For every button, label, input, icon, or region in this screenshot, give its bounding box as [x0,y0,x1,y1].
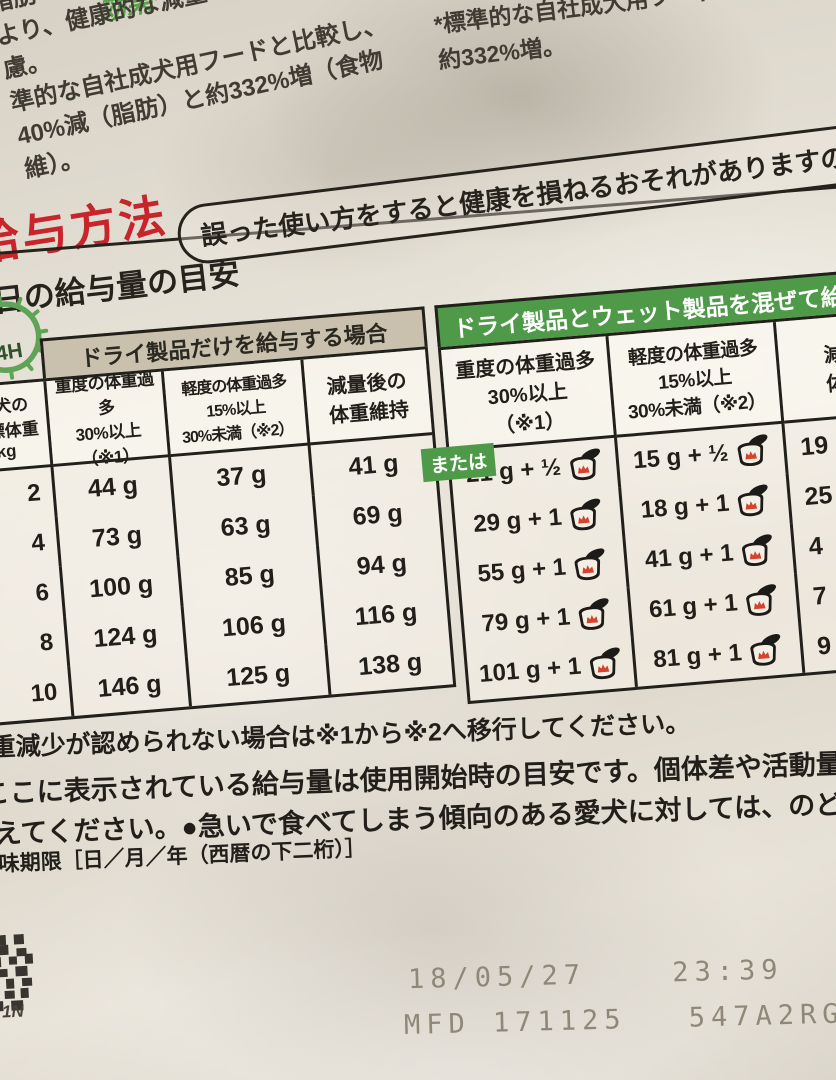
maintenance-amount-cell: 138 g [357,647,424,681]
target-weight-cell: 10 [0,666,75,724]
feeding-tables: ドライ製品だけを給与する場合 成犬の 目標体重 kg 重度の体重過多 30%以上… [0,262,836,745]
mix-amount: 101 g + 1 [478,652,583,688]
target-weight-cell: 8 [0,616,71,674]
wet-food-can-icon [736,432,771,468]
print-code-line2: MFD 171125 547A2RGV [404,998,836,1041]
maintenance-header: 減量後の 体重維持 [775,307,836,424]
wet-food-can-icon [577,595,613,631]
corner-code: 1N [1,1001,25,1022]
print-date: 18/05/27 [407,959,587,996]
severe-amount-cell: 146 g [70,656,192,717]
clock-24h-icon: 24H [0,283,92,392]
severe-overweight-header: 重度の体重過多 30%以上 （※1） [46,369,172,469]
wet-food-can-icon [569,496,605,532]
mix-amount: 55 g + 1 [476,553,568,588]
mix-amount: 81 g + 1 [652,639,743,674]
target-weight-cell: 4 [0,516,62,574]
warning-bubble: 誤った使い方をすると健康を損ねるおそれがありますの [174,113,836,267]
top-right-note: *標準的な自社成犬用フードと比較 約332%増。 [432,0,792,79]
mix-amount: 29 g + 1 [472,503,563,538]
data-matrix-code-icon [0,932,68,1029]
wet-food-can-icon [741,531,776,567]
mixed-feeding-table: ドライ製品とウェット製品を混ぜて給与 重度の体重過多 30%以上 （※1） 軽度… [434,262,836,705]
or-badge: または [420,442,497,483]
mild-overweight-header: 軽度の体重過多 15%以上 30%未満（※2） [608,321,785,438]
mfd-code: MFD 171125 [403,1004,627,1042]
wet-food-can-icon [588,645,624,681]
top-left-note: 脂肪（10%）と高食物 より、健康的な減量とリバウンド 慮。 準的な自社成犬用フ… [0,0,404,188]
dry-feeding-table: ドライ製品だけを給与する場合 成犬の 目標体重 kg 重度の体重過多 30%以上… [0,306,457,727]
mix-amount: 15 g + ½ [632,439,730,475]
target-weight-cell: 2 [0,466,58,525]
wet-food-can-icon [573,546,609,582]
target-weight-cell: 6 [0,566,67,624]
mix-amount: 61 g + 1 [648,589,739,624]
mild-overweight-header: 軽度の体重過多 15%以上 30%未満（※2） [163,359,311,458]
maintenance-header: 減量後の 体重維持 [303,349,433,446]
lot-code: 547A2RGV [688,997,836,1034]
target-weight-header: 成犬の 目標体重 kg [0,381,54,475]
mix-amount: 79 g + 1 [480,603,572,638]
mix-amount: 41 g + 1 [643,539,735,574]
wet-food-can-icon [568,446,604,482]
print-time: 23:39 [671,954,784,989]
wet-food-can-icon [736,482,772,518]
warning-text: 誤った使い方をすると健康を損ねるおそれがありますの [199,141,836,251]
severe-overweight-header: 重度の体重過多 30%以上 （※1） [441,336,618,452]
print-code-line1: 18/05/27 23:39 3 [407,952,836,996]
wet-food-can-icon [745,581,780,617]
mild-amount-cell: 125 g [187,644,332,707]
mix-amount: 18 g + 1 [639,489,731,524]
wet-food-can-icon [749,631,785,667]
